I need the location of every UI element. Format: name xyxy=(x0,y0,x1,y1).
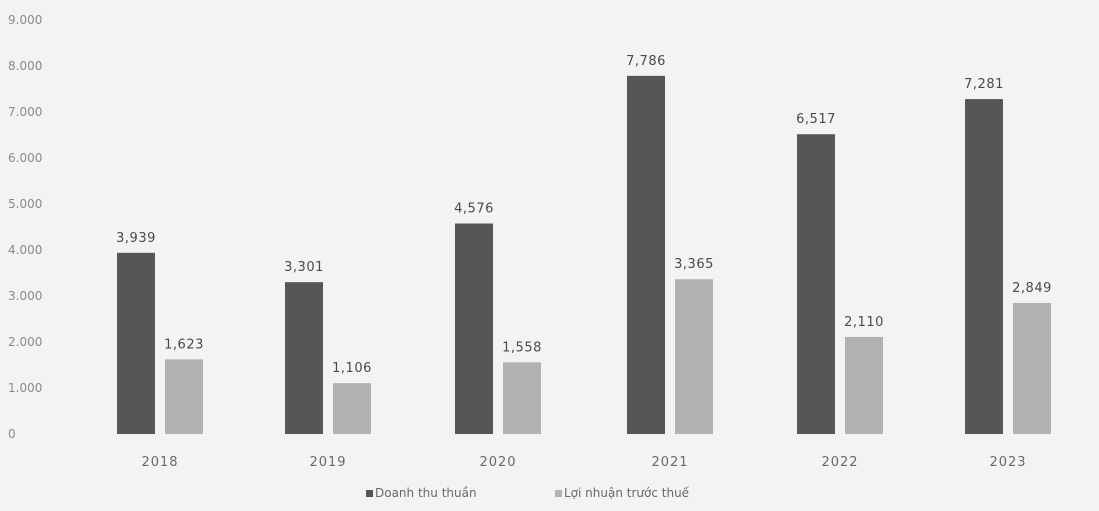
bar-value-label: 2,110 xyxy=(844,315,884,330)
legend-label-loi-nhuan: Lợi nhuận trước thuế xyxy=(564,486,690,500)
y-tick-label: 2.000 xyxy=(8,335,42,349)
bar-value-label: 2,849 xyxy=(1012,281,1052,296)
bar-loi-nhuan xyxy=(165,359,203,434)
x-tick-label: 2019 xyxy=(309,455,346,470)
legend-swatch-doanh-thu xyxy=(366,490,373,497)
data-labels-group: 3,939 3,301 4,576 7,786 6,517 7,281 1,623 1,106… xyxy=(116,54,1052,376)
bar-value-label: 3,301 xyxy=(284,260,324,275)
bar-value-label: 3,365 xyxy=(674,257,714,272)
bar-value-label: 6,517 xyxy=(796,112,836,127)
bar-loi-nhuan xyxy=(1013,302,1051,434)
x-tick-label: 2020 xyxy=(479,455,516,470)
x-tick-label: 2021 xyxy=(651,455,688,470)
x-tick-label: 2022 xyxy=(821,455,858,470)
bar-loi-nhuan xyxy=(503,362,541,434)
bar-doanh-thu xyxy=(455,223,493,434)
y-tick-label: 0 xyxy=(8,427,16,441)
y-tick-label: 9.000 xyxy=(8,13,42,27)
y-tick-label: 5.000 xyxy=(8,197,42,211)
legend-label-doanh-thu: Doanh thu thuần xyxy=(375,486,477,500)
legend-swatch-loi-nhuan xyxy=(555,490,562,497)
y-axis: 0 1.000 2.000 3.000 4.000 5.000 6.000 7.000 8.00… xyxy=(8,13,42,441)
bar-loi-nhuan xyxy=(333,383,371,434)
legend: Doanh thu thuần Lợi nhuận trước thuế xyxy=(366,486,690,500)
bar-doanh-thu xyxy=(797,134,835,434)
x-axis: 2018 2019 2020 2021 2022 2023 xyxy=(141,455,1026,470)
bar-doanh-thu xyxy=(627,75,665,435)
y-tick-label: 3.000 xyxy=(8,289,42,303)
y-tick-label: 8.000 xyxy=(8,59,42,73)
bar-loi-nhuan xyxy=(675,279,713,434)
y-tick-label: 6.000 xyxy=(8,151,42,165)
y-tick-label: 7.000 xyxy=(8,105,42,119)
bar-value-label: 1,623 xyxy=(164,337,204,352)
bar-loi-nhuan xyxy=(845,336,883,434)
bar-value-label: 7,786 xyxy=(626,54,666,69)
bar-value-label: 1,558 xyxy=(502,340,542,355)
bar-value-label: 3,939 xyxy=(116,231,156,246)
x-tick-label: 2018 xyxy=(141,455,178,470)
bar-doanh-thu xyxy=(285,282,323,434)
bar-doanh-thu xyxy=(117,252,155,434)
bar-value-label: 4,576 xyxy=(454,202,494,217)
bar-series-group xyxy=(117,75,1051,435)
y-tick-label: 4.000 xyxy=(8,243,42,257)
bar-value-label: 1,106 xyxy=(332,361,372,376)
y-tick-label: 1.000 xyxy=(8,381,42,395)
bar-doanh-thu xyxy=(965,99,1003,434)
bar-value-label: 7,281 xyxy=(964,77,1004,92)
x-tick-label: 2023 xyxy=(989,455,1026,470)
